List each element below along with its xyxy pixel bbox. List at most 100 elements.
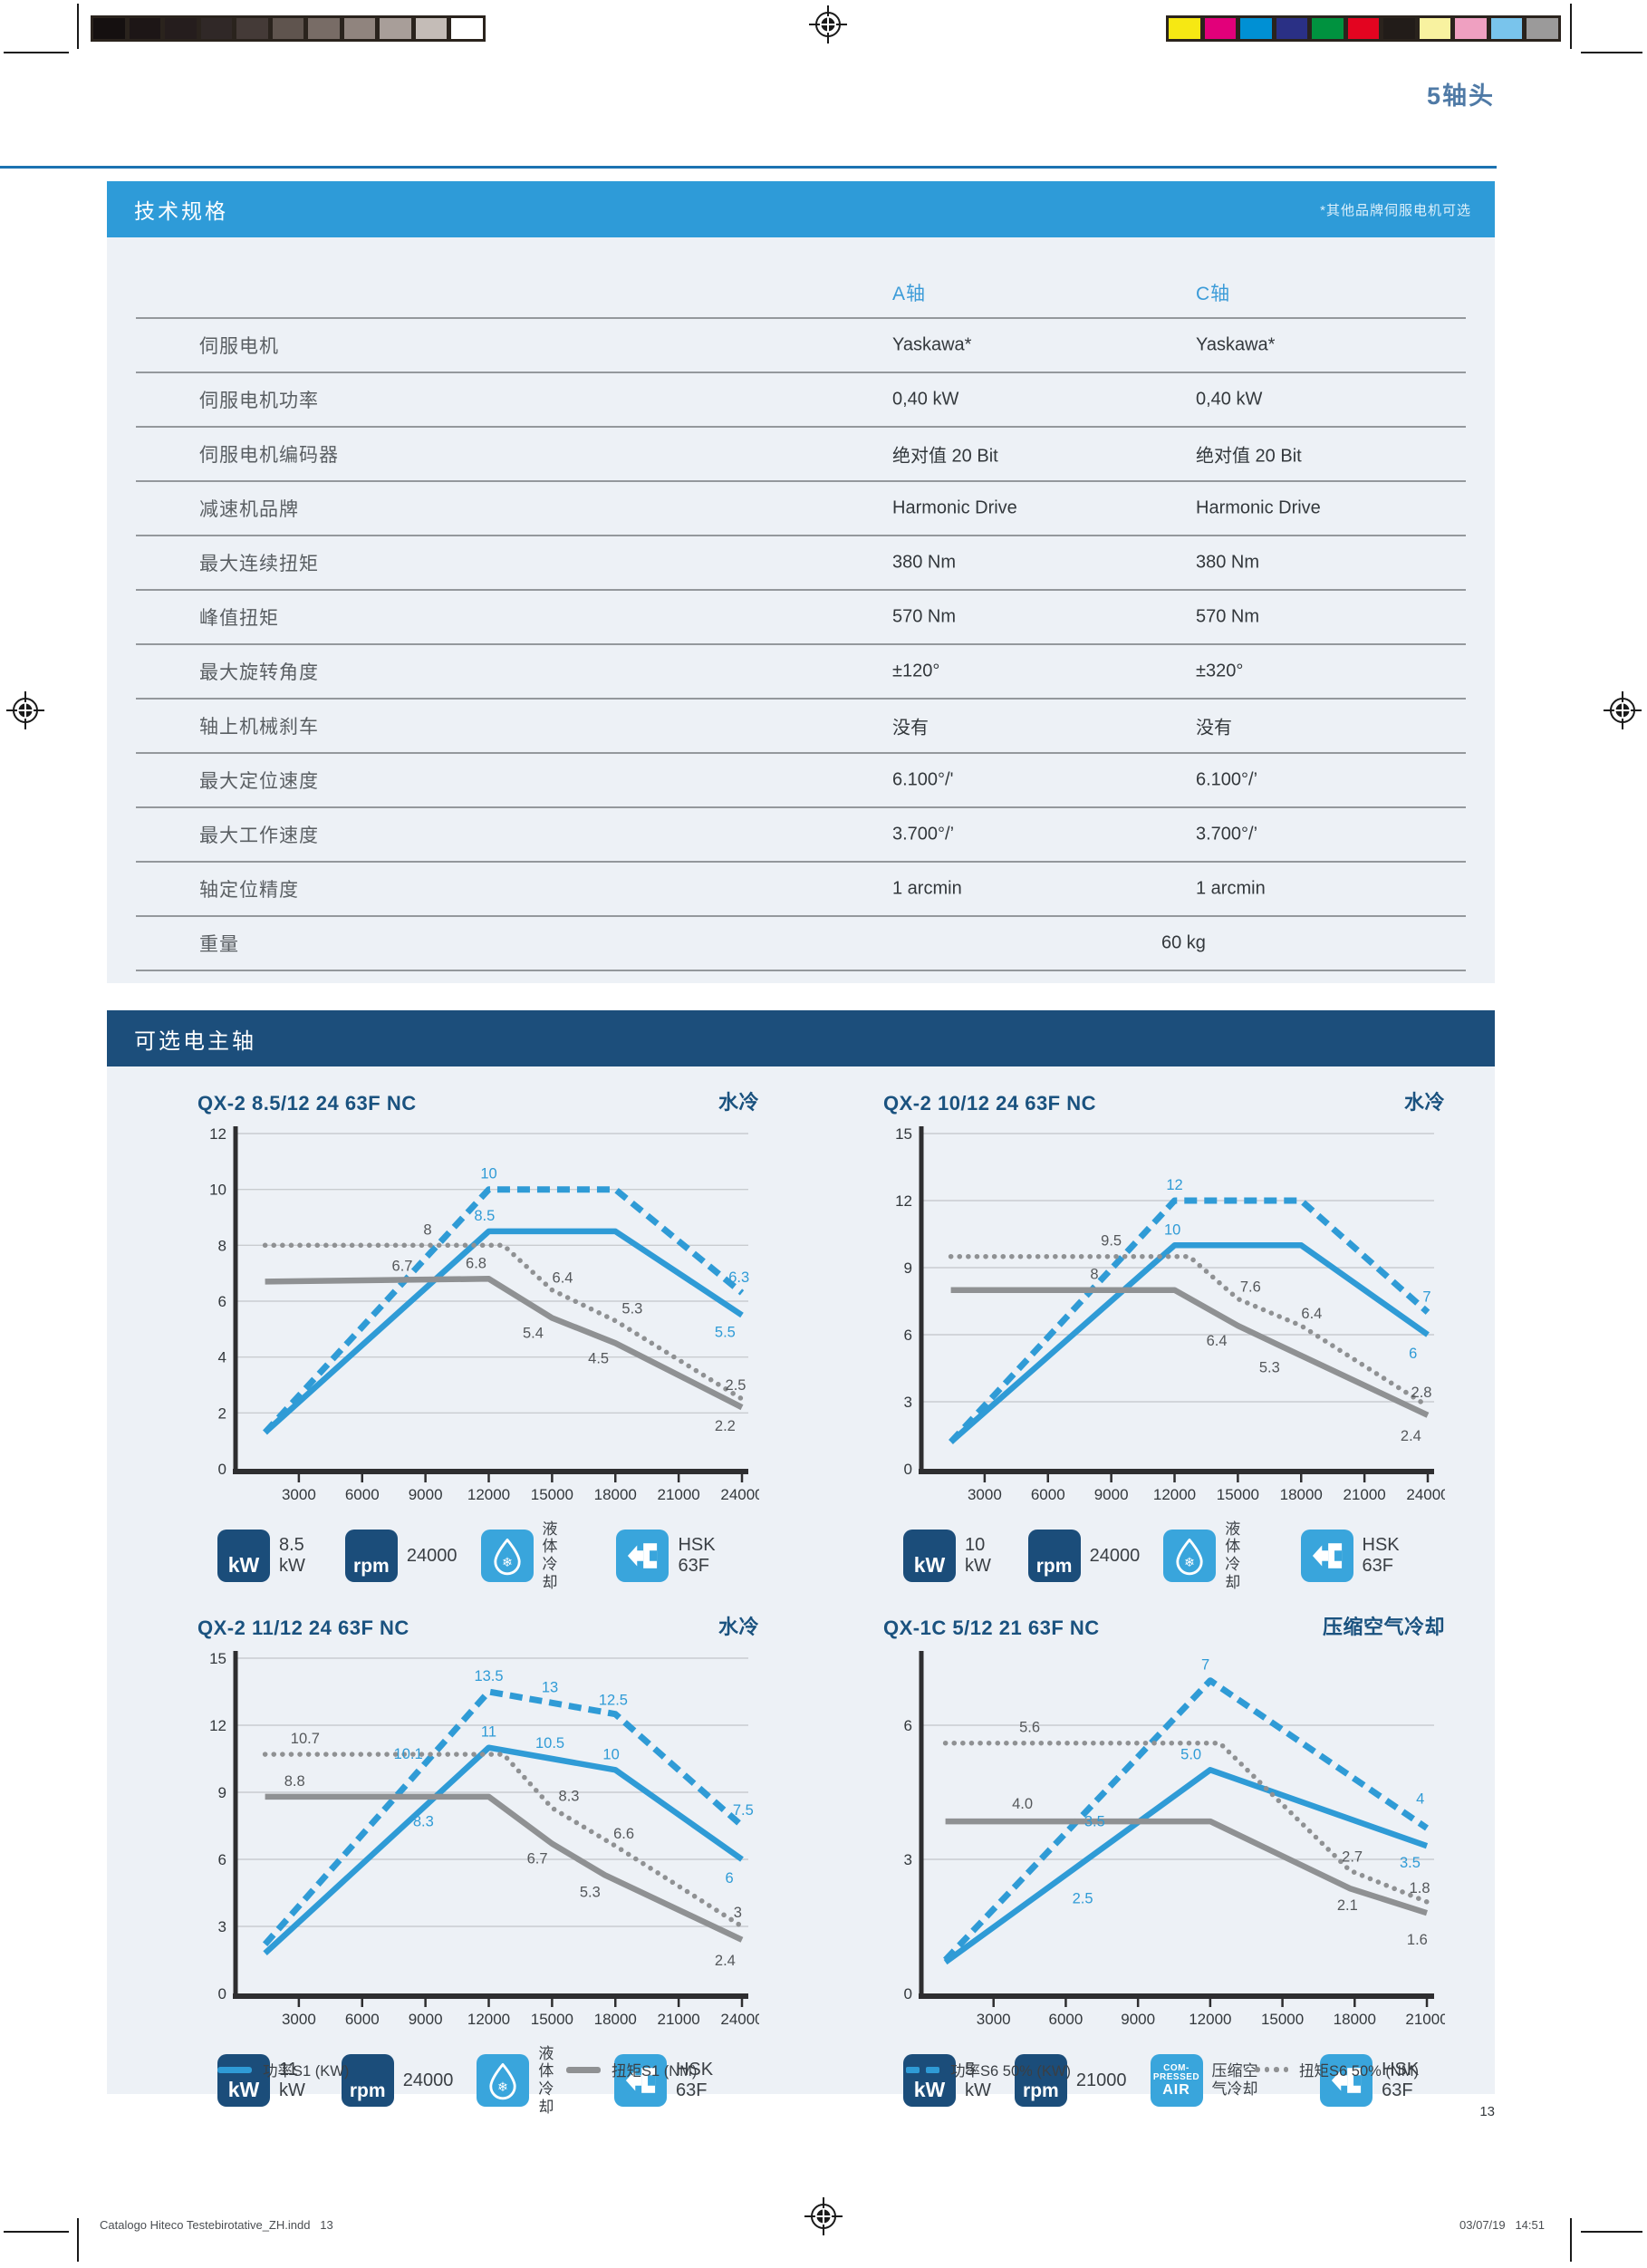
- chart-data-label: 8.3: [413, 1813, 434, 1829]
- spec-value-a-axis: 没有: [892, 718, 929, 738]
- chart-data-label: 1.8: [1410, 1880, 1430, 1896]
- chart-data-label: 9.5: [1101, 1233, 1122, 1250]
- spindle-chart-block: QX-1C 5/12 21 63F NC 压缩空气冷却 0 3 6 3000 6000 900…: [883, 1607, 1449, 2110]
- chart-data-label: 5.4: [523, 1326, 544, 1342]
- svg-text:18000: 18000: [1280, 1486, 1323, 1503]
- crop-mark: [1570, 4, 1572, 49]
- kw-badge-icon: kW: [903, 2054, 956, 2107]
- chart-cooling-label: 水冷: [1403, 1091, 1445, 1114]
- chart-data-label: 5.3: [580, 1884, 601, 1900]
- chart-data-label: 6.6: [613, 1826, 634, 1842]
- hsk-tool-holder-icon: [613, 2054, 667, 2107]
- chart-data-label: 8.8: [284, 1773, 305, 1790]
- svg-text:18000: 18000: [594, 2011, 637, 2028]
- rpm-badge-icon: rpm: [1014, 2054, 1067, 2107]
- svg-text:10: 10: [209, 1182, 226, 1199]
- color-swatch: [1276, 18, 1308, 39]
- chart-data-label: 5.0: [1180, 1746, 1201, 1762]
- svg-text:8: 8: [218, 1237, 226, 1254]
- chart-data-label: 2.4: [1401, 1428, 1421, 1444]
- spec-value-c-axis: 1 arcmin: [1196, 878, 1266, 899]
- svg-text:18000: 18000: [1334, 2011, 1376, 2028]
- hsk-badge-group: HSK 63F: [1300, 1530, 1422, 1582]
- svg-text:12000: 12000: [1189, 2011, 1231, 2028]
- kw-badge-label: 10 kW: [965, 1535, 991, 1576]
- svg-text:3000: 3000: [282, 1486, 316, 1503]
- chart-series: [265, 1276, 744, 1411]
- svg-text:12: 12: [895, 1192, 912, 1210]
- hsk-badge-group: HSK 63F: [613, 2054, 736, 2107]
- table-row: 伺服电机功率 0,40 kW 0,40 kW: [136, 372, 1466, 426]
- chart-series: [262, 1242, 745, 1402]
- kw-badge-icon: kW: [217, 2054, 270, 2107]
- kw-icon-text: kW: [913, 2078, 946, 2101]
- spindle-chart-block: QX-2 11/12 24 63F NC 水冷 0 3 6 9 12 15 3000 6000 90…: [197, 1607, 764, 2116]
- legend-sample-blue-dashed: [906, 2066, 939, 2073]
- cool-badge-group: COM- PRESSED AIR 压缩空气冷却: [1150, 2054, 1267, 2107]
- svg-text:24000: 24000: [720, 2011, 759, 2028]
- chart-series: [263, 1228, 744, 1435]
- cool-badge-label: 液体 冷却: [542, 1520, 558, 1591]
- svg-text:6: 6: [904, 1327, 912, 1344]
- legend-label: 扭矩S1 (NM): [612, 2063, 698, 2080]
- kw-badge-group: kW 8.5 kW: [217, 1530, 322, 1582]
- liquid-cooling-icon: ❄: [1163, 1530, 1217, 1582]
- kw-badge-label: 8.5 kW: [279, 1535, 305, 1576]
- svg-text:12000: 12000: [467, 1486, 510, 1503]
- chart-data-label: 7: [1201, 1657, 1209, 1674]
- chart-series: [949, 1242, 1430, 1444]
- rpm-icon-text: rpm: [1023, 2080, 1059, 2101]
- spec-value-a-axis: ±120°: [892, 661, 940, 681]
- spindle-chart: 0 3 6 3000 6000 9000 12000 15000 18000 21000 7 5.6 5…: [904, 1651, 1449, 2028]
- chart-data-label: 1.6: [1407, 1932, 1428, 1948]
- chart-series: [943, 1767, 1429, 1965]
- spindle-charts: QX-2 8.5/12 24 63F NC 水冷 0 2 4 6 8 10 12 3000 6000…: [197, 1083, 1450, 2116]
- spec-column-headers: A轴 C轴: [107, 237, 1495, 317]
- crop-mark: [77, 4, 79, 49]
- chart-title: QX-2 11/12 24 63F NC: [197, 1617, 409, 1639]
- rpm-icon-text: rpm: [353, 1556, 390, 1577]
- chart-data-label: 10.5: [535, 1735, 564, 1752]
- chart-data-label: 13.5: [474, 1668, 503, 1684]
- chart-data-label: 13: [542, 1679, 558, 1695]
- chart-data-label: 6.4: [553, 1270, 573, 1287]
- svg-text:3000: 3000: [282, 2011, 316, 2028]
- column-header-a-axis: A轴: [892, 284, 927, 304]
- kw-badge-icon: kW: [903, 1530, 956, 1582]
- grayscale-swatch: [165, 18, 197, 39]
- svg-text:0: 0: [218, 1985, 226, 2003]
- color-swatch: [1490, 18, 1523, 39]
- svg-text:❄: ❄: [502, 1556, 513, 1570]
- spec-value-a-axis: Yaskawa*: [892, 334, 972, 355]
- spec-value-c-axis: 6.100°/’: [1196, 769, 1258, 790]
- spec-row-label: 峰值扭矩: [199, 608, 279, 629]
- chart-data-label: 5.3: [621, 1301, 642, 1317]
- svg-text:9: 9: [218, 1784, 226, 1801]
- spindles-section: 可选电主轴 QX-2 8.5/12 24 63F NC 水冷 0 2 4 6 8 10 12 30…: [107, 1010, 1495, 2116]
- cool-badge-label: 液体 冷却: [538, 2044, 554, 2116]
- kw-icon-text: kW: [227, 1553, 260, 1577]
- svg-text:9000: 9000: [1094, 1486, 1129, 1503]
- grayscale-swatch: [451, 18, 484, 39]
- grayscale-swatch: [93, 18, 125, 39]
- chart-title: QX-2 8.5/12 24 63F NC: [197, 1092, 417, 1115]
- spec-row-label: 伺服电机编码器: [199, 445, 339, 466]
- chart-data-label: 6: [725, 1870, 733, 1887]
- color-swatch: [1312, 18, 1344, 39]
- chart-data-label: 6.4: [1207, 1333, 1228, 1349]
- spec-table-body: A轴 C轴 伺服电机 Yaskawa* Yaskawa* 伺服电机功率 0,40 kW 0…: [107, 237, 1495, 983]
- cool-badge-label: 液体 冷却: [1225, 1520, 1241, 1591]
- spindle-chart: 0 3 6 9 12 15 3000 6000 9000 12000 15000 18000 21000…: [209, 1650, 764, 2028]
- color-swatch: [1419, 18, 1451, 39]
- grayscale-calibration-bar: [91, 15, 486, 42]
- rpm-icon-text: rpm: [349, 2080, 386, 2101]
- spindle-chart-block: QX-2 10/12 24 63F NC 水冷 0 3 6 9 12 15 3000 6000 90…: [883, 1083, 1450, 1591]
- spec-value-c-axis: 380 Nm: [1196, 552, 1260, 573]
- chart-cooling-label: 水冷: [718, 1616, 759, 1638]
- chart-cooling-label: 压缩空气冷却: [1322, 1616, 1445, 1638]
- svg-text:6: 6: [218, 1851, 226, 1868]
- chart-data-label: 2.5: [726, 1377, 746, 1394]
- cool-badge-group: ❄ 液体 冷却: [1163, 1520, 1246, 1591]
- chart-data-label: 11: [481, 1724, 496, 1741]
